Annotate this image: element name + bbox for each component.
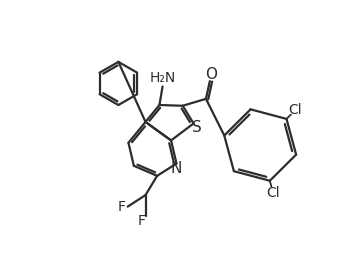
- Text: S: S: [192, 120, 202, 135]
- Text: Cl: Cl: [289, 103, 302, 117]
- Text: F: F: [137, 214, 146, 228]
- Text: F: F: [117, 200, 125, 214]
- Text: N: N: [171, 161, 182, 176]
- Text: H₂N: H₂N: [149, 71, 176, 85]
- Text: O: O: [205, 68, 217, 82]
- Text: Cl: Cl: [266, 186, 280, 200]
